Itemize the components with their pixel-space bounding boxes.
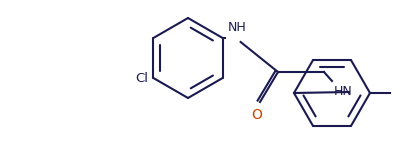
Text: NH: NH xyxy=(228,21,247,34)
Text: O: O xyxy=(251,108,262,122)
Text: Cl: Cl xyxy=(135,72,148,85)
Text: HN: HN xyxy=(334,85,353,98)
